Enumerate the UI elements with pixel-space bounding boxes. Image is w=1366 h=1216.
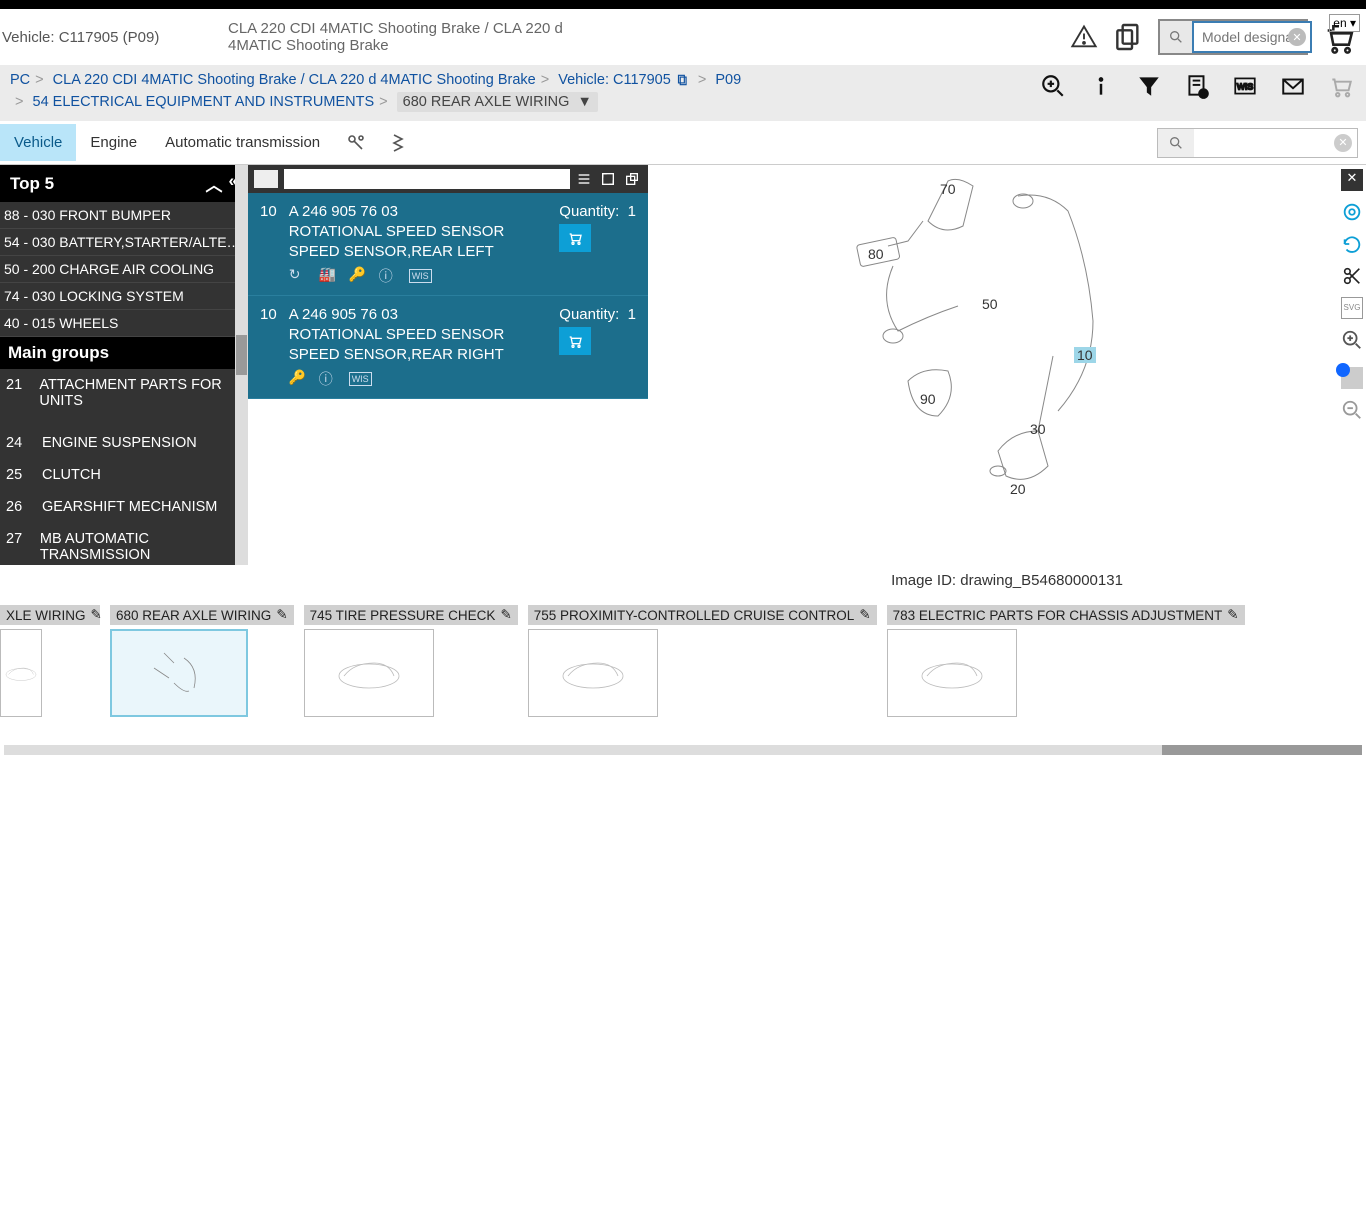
diagram-zoom-out-icon[interactable]: [1341, 399, 1363, 421]
expand-icon[interactable]: [600, 171, 618, 187]
top5-item[interactable]: 50 - 200 CHARGE AIR COOLING: [0, 256, 248, 283]
horizontal-scrollbar[interactable]: [4, 745, 1362, 755]
collapse-up-icon[interactable]: ︿: [206, 171, 223, 196]
main-group-item[interactable]: 21ATTACHMENT PARTS FOR UNITS: [0, 369, 248, 427]
edit-icon[interactable]: ✎: [859, 607, 870, 623]
breadcrumb-link[interactable]: 54 ELECTRICAL EQUIPMENT AND INSTRUMENTS: [33, 94, 375, 110]
diagram-viewer[interactable]: 70805090302010 ✕ SVG Image ID: drawing_B…: [648, 165, 1366, 565]
diagram-cut-icon[interactable]: [1341, 265, 1363, 287]
main-group-item[interactable]: 25CLUTCH: [0, 459, 248, 491]
callout-30[interactable]: 30: [1030, 421, 1046, 437]
part-row[interactable]: 10A 246 905 76 03ROTATIONAL SPEED SENSOR…: [248, 296, 648, 399]
main-group-item[interactable]: 27MB AUTOMATIC TRANSMISSION: [0, 523, 248, 565]
disabled-cart-icon: [1328, 73, 1354, 99]
top5-header[interactable]: Top 5 ︿ «: [0, 165, 248, 202]
refresh-icon[interactable]: ↻: [289, 266, 307, 284]
breadcrumb-link[interactable]: CLA 220 CDI 4MATIC Shooting Brake / CLA …: [53, 72, 536, 88]
factory-icon[interactable]: 🏭: [319, 266, 337, 284]
sidebar: Top 5 ︿ « 88 - 030 FRONT BUMPER54 - 030 …: [0, 165, 248, 565]
model-title: CLA 220 CDI 4MATIC Shooting Brake / CLA …: [228, 20, 568, 54]
model-search[interactable]: ✕: [1158, 19, 1308, 55]
callout-70[interactable]: 70: [940, 181, 956, 197]
list-view-icon[interactable]: [576, 171, 594, 187]
top5-item[interactable]: 54 - 030 BATTERY,STARTER/ALTERNAT...: [0, 229, 248, 256]
tab-tool-icon[interactable]: [334, 123, 378, 163]
popout-icon[interactable]: [624, 171, 642, 187]
main-group-item[interactable]: 24ENGINE SUSPENSION: [0, 427, 248, 459]
info-icon[interactable]: [1088, 73, 1114, 99]
main-group-item[interactable]: 26GEARSHIFT MECHANISM: [0, 491, 248, 523]
add-to-cart-button[interactable]: [559, 327, 591, 355]
svg-text:!: !: [1203, 92, 1205, 99]
tab-search-clear-icon[interactable]: ✕: [1334, 134, 1352, 152]
callout-10[interactable]: 10: [1074, 347, 1096, 363]
callout-50[interactable]: 50: [982, 296, 998, 312]
zoom-slider[interactable]: [1341, 367, 1363, 389]
tab-spring-icon[interactable]: [378, 123, 422, 163]
diagram-svg-icon[interactable]: SVG: [1341, 297, 1363, 319]
diagram-close-icon[interactable]: ✕: [1341, 169, 1363, 191]
thumbnail-item[interactable]: 680 REAR AXLE WIRING✎: [110, 605, 294, 717]
callout-80[interactable]: 80: [868, 246, 884, 262]
mail-icon[interactable]: [1280, 73, 1306, 99]
document-alert-icon[interactable]: !: [1184, 73, 1210, 99]
top5-item[interactable]: 74 - 030 LOCKING SYSTEM: [0, 283, 248, 310]
callout-20[interactable]: 20: [1010, 481, 1026, 497]
edit-icon[interactable]: ✎: [500, 607, 511, 623]
edit-icon[interactable]: ✎: [91, 607, 102, 623]
breadcrumb-link[interactable]: Vehicle: C117905: [558, 72, 671, 88]
warning-icon[interactable]: [1070, 23, 1098, 51]
tab-search-icon[interactable]: [1158, 129, 1194, 157]
thumbnail-item[interactable]: 755 PROXIMITY-CONTROLLED CRUISE CONTROL✎: [528, 605, 877, 717]
diagram-target-icon[interactable]: [1341, 201, 1363, 223]
parts-checkbox[interactable]: [254, 170, 278, 188]
copy-icon[interactable]: [1112, 21, 1144, 53]
parts-filter-input[interactable]: [284, 169, 570, 189]
language-select[interactable]: en ▾: [1329, 14, 1360, 32]
wis-icon[interactable]: WIS: [1232, 73, 1258, 99]
thumbnail-item[interactable]: 745 TIRE PRESSURE CHECK✎: [304, 605, 518, 717]
wis-icon[interactable]: WIS: [409, 266, 427, 284]
tab-transmission[interactable]: Automatic transmission: [151, 124, 334, 161]
info-icon[interactable]: ⓘ: [379, 266, 397, 284]
image-id-label: Image ID: drawing_B54680000131: [648, 566, 1366, 595]
wis-icon[interactable]: WIS: [349, 369, 367, 387]
info-icon[interactable]: ⓘ: [319, 369, 337, 387]
edit-icon[interactable]: ✎: [276, 607, 287, 623]
sidebar-scrollbar[interactable]: [235, 165, 248, 565]
key-icon[interactable]: 🔑: [289, 369, 307, 387]
filter-icon[interactable]: [1136, 73, 1162, 99]
breadcrumb-link[interactable]: P09: [715, 72, 741, 88]
breadcrumb-link[interactable]: PC: [10, 72, 30, 88]
tab-engine[interactable]: Engine: [76, 124, 151, 161]
clear-search-icon[interactable]: ✕: [1288, 28, 1306, 46]
main-groups-header: Main groups: [0, 337, 248, 369]
svg-text:WIS: WIS: [1237, 81, 1254, 91]
diagram-reset-icon[interactable]: [1341, 233, 1363, 255]
search-icon[interactable]: [1160, 21, 1192, 53]
thumbnail-item[interactable]: 783 ELECTRIC PARTS FOR CHASSIS ADJUSTMEN…: [887, 605, 1245, 717]
callout-90[interactable]: 90: [920, 391, 936, 407]
top5-item[interactable]: 88 - 030 FRONT BUMPER: [0, 202, 248, 229]
edit-icon[interactable]: ✎: [1227, 607, 1238, 623]
top5-item[interactable]: 40 - 015 WHEELS: [0, 310, 248, 337]
parts-panel: 10A 246 905 76 03ROTATIONAL SPEED SENSOR…: [248, 165, 648, 565]
zoom-in-icon[interactable]: [1040, 73, 1066, 99]
thumbnail-item[interactable]: XLE WIRING✎: [0, 605, 100, 717]
diagram-zoom-in-icon[interactable]: [1341, 329, 1363, 351]
tab-search-input[interactable]: [1194, 129, 1334, 156]
add-to-cart-button[interactable]: [559, 224, 591, 252]
key-icon[interactable]: 🔑: [349, 266, 367, 284]
breadcrumb-current[interactable]: 680 REAR AXLE WIRING ▼: [397, 92, 598, 112]
tab-vehicle[interactable]: Vehicle: [0, 124, 76, 161]
vehicle-label: Vehicle: C117905 (P09): [0, 29, 228, 46]
part-row[interactable]: 10A 246 905 76 03ROTATIONAL SPEED SENSOR…: [248, 193, 648, 296]
